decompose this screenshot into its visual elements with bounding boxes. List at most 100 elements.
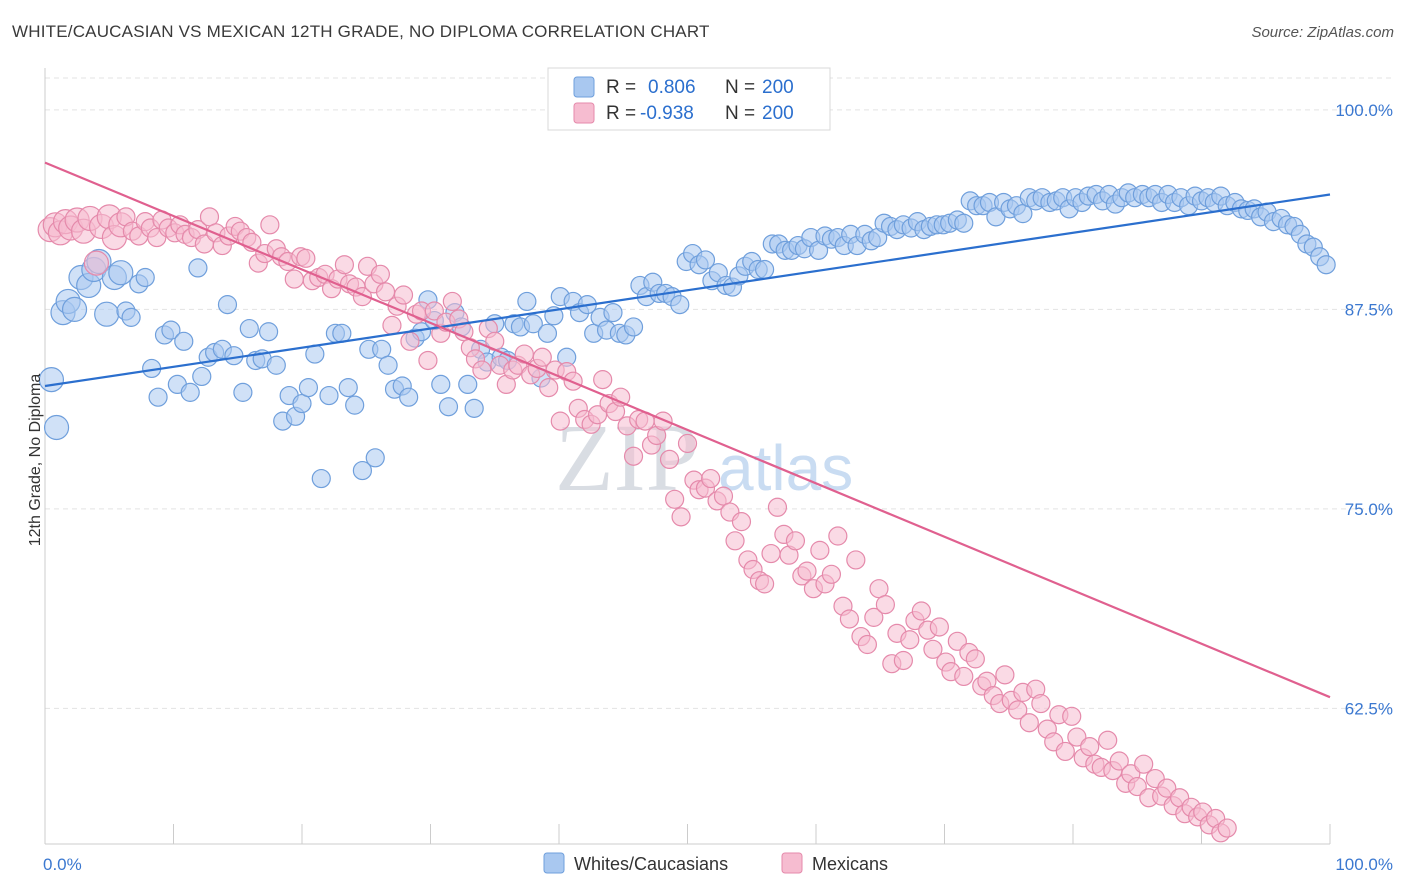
mexicans-point <box>199 207 220 227</box>
legend-mexicans-swatch <box>781 852 803 874</box>
whites-point <box>399 387 419 407</box>
mexicans-point <box>701 468 721 489</box>
source-label: Source: ZipAtlas.com <box>1251 24 1394 41</box>
whites-point <box>258 322 279 342</box>
mexicans-point <box>767 497 788 517</box>
mexicans-point <box>593 370 613 390</box>
axes <box>44 68 1331 845</box>
whites-point <box>365 448 385 468</box>
mexicans-point <box>284 269 304 289</box>
mexicans-point <box>442 291 462 312</box>
legend-r-label: R = <box>606 103 636 124</box>
mexicans-point <box>677 433 698 454</box>
mexicans-point <box>713 486 734 506</box>
whites-point <box>537 323 558 343</box>
watermark-atlas: atlas <box>718 432 853 504</box>
whites-point <box>695 250 716 270</box>
mexicans-point <box>995 665 1015 685</box>
mexicans-point <box>725 531 745 551</box>
whites-point <box>180 382 200 402</box>
whites-point <box>61 296 88 322</box>
legend-swatch-pink <box>573 102 595 124</box>
whites-point <box>161 320 181 340</box>
whites-point <box>192 366 212 387</box>
whites-point <box>233 382 253 402</box>
mexicans-point <box>923 639 943 659</box>
mexicans-point <box>761 543 781 564</box>
mexicans-point <box>539 377 559 398</box>
mexicans-point <box>929 617 949 637</box>
mexicans-point <box>1157 778 1177 798</box>
whites-point <box>188 258 208 278</box>
legend-n-label: N = <box>725 77 755 98</box>
mexicans-point <box>382 315 402 335</box>
mexicans-point <box>370 264 390 284</box>
whites-point <box>345 395 365 415</box>
series-legend: Whites/Caucasians Mexicans <box>543 852 888 874</box>
whites-point <box>352 460 372 481</box>
mexicans-point <box>828 526 848 546</box>
mexicans-point <box>611 387 631 407</box>
mexicans-point <box>623 446 644 466</box>
legend-whites-swatch <box>543 852 565 874</box>
mexicans-point <box>947 631 967 651</box>
mexicans-point <box>375 282 396 302</box>
mexicans-point <box>472 360 492 380</box>
mexicans-point <box>857 634 878 655</box>
legend-n-value: 200 <box>762 103 794 124</box>
mexicans-point <box>900 630 920 650</box>
mexicans-point <box>400 331 420 351</box>
whites-point <box>217 295 238 315</box>
y-tick-label: 62.5% <box>1345 699 1393 718</box>
mexicans-point <box>1031 693 1051 714</box>
whites-point <box>224 346 244 366</box>
whites-point <box>108 260 134 286</box>
series-mexicans-points <box>37 204 1237 843</box>
whites-point <box>458 374 478 394</box>
mexicans-point <box>550 411 570 431</box>
mexicans-point <box>665 489 685 509</box>
whites-point <box>603 302 623 323</box>
mexicans-point <box>1109 751 1129 771</box>
whites-point <box>135 267 155 288</box>
whites-point <box>94 301 120 327</box>
stats-legend: R = 0.806 N = 200 R = -0.938 N = 200 <box>547 67 831 131</box>
mexicans-point <box>839 609 860 629</box>
whites-point <box>148 387 168 407</box>
mexicans-trend-line <box>44 161 1331 699</box>
y-tick-label: 100.0% <box>1335 101 1393 120</box>
mexicans-point <box>1080 737 1100 757</box>
mexicans-point <box>875 595 895 615</box>
mexicans-point <box>1127 776 1147 797</box>
mexicans-point <box>1019 713 1039 733</box>
mexicans-point <box>393 285 414 305</box>
y-tick-label: 87.5% <box>1345 300 1393 319</box>
legend-r-value: 0.806 <box>648 77 696 98</box>
mexicans-point <box>893 650 913 671</box>
x-tick-label: 100.0% <box>1335 855 1393 874</box>
legend-r-value: -0.938 <box>640 103 694 124</box>
mexicans-point <box>260 215 280 235</box>
y-axis-label: 12th Grade, No Diploma <box>27 374 44 547</box>
legend-mexicans-label: Mexicans <box>812 854 888 874</box>
mexicans-point <box>869 579 889 599</box>
mexicans-point <box>424 301 444 321</box>
whites-point <box>174 331 194 351</box>
whites-point <box>372 339 392 359</box>
mexicans-point <box>821 564 842 584</box>
mexicans-point <box>418 350 438 371</box>
mexicans-point <box>1134 754 1154 774</box>
mexicans-point <box>1008 700 1028 720</box>
whites-point <box>266 355 286 375</box>
y-tick-label: 75.0% <box>1345 500 1393 519</box>
legend-n-value: 200 <box>762 77 794 98</box>
mexicans-point <box>846 550 866 570</box>
mexicans-point <box>1055 741 1075 762</box>
whites-point <box>43 414 70 441</box>
mexicans-point <box>864 607 884 627</box>
whites-point <box>754 259 775 280</box>
mexicans-point <box>1067 727 1087 747</box>
trend-lines <box>44 161 1331 699</box>
whites-point <box>311 468 331 489</box>
